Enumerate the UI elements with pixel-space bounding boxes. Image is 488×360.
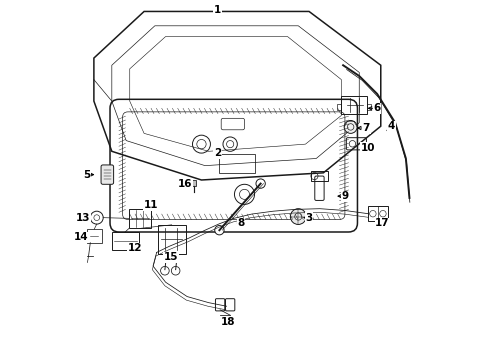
Circle shape	[160, 266, 169, 275]
Bar	[158, 225, 185, 253]
Circle shape	[344, 121, 356, 134]
Bar	[86, 229, 102, 243]
Text: 3: 3	[305, 213, 312, 222]
Bar	[219, 154, 255, 173]
Bar	[367, 206, 387, 221]
Bar	[341, 96, 366, 114]
Circle shape	[290, 209, 305, 225]
Bar	[366, 104, 370, 110]
Text: 5: 5	[83, 170, 90, 180]
Circle shape	[255, 179, 265, 188]
Text: 14: 14	[74, 232, 88, 242]
FancyBboxPatch shape	[101, 165, 113, 184]
Text: 12: 12	[128, 243, 142, 253]
Text: 15: 15	[163, 252, 178, 262]
Bar	[129, 209, 150, 228]
Text: 9: 9	[341, 191, 348, 201]
Bar	[336, 104, 341, 110]
Text: 7: 7	[362, 123, 369, 133]
Text: 17: 17	[374, 218, 389, 228]
Text: 10: 10	[360, 143, 375, 153]
Text: 8: 8	[237, 218, 244, 228]
Text: 13: 13	[76, 213, 90, 222]
Text: 11: 11	[144, 200, 158, 210]
Bar	[190, 180, 196, 186]
Text: 18: 18	[221, 317, 235, 327]
Text: 1: 1	[214, 5, 221, 15]
Text: 6: 6	[373, 103, 380, 113]
Text: 4: 4	[387, 121, 394, 131]
Bar	[112, 232, 139, 250]
Text: 2: 2	[214, 148, 221, 158]
Circle shape	[214, 226, 224, 235]
Circle shape	[171, 266, 180, 275]
Text: 16: 16	[178, 179, 192, 189]
Bar	[310, 171, 327, 181]
